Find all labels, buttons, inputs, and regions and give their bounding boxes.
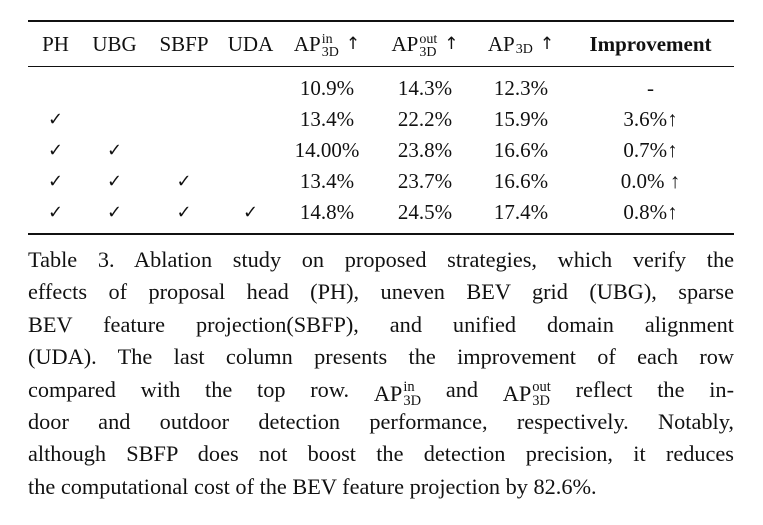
cell-uda — [222, 67, 279, 105]
caption-line: BEV feature projection(SBFP), and unifie… — [28, 311, 734, 337]
header-ap-in-sup: in — [321, 31, 333, 47]
cell-ap: 16.6% — [493, 169, 549, 193]
cell-ph: ✓ — [47, 108, 64, 130]
table-row: ✓ 13.4% 22.2% 15.9% 3.6%↑ — [28, 104, 734, 135]
cell-ap: 15.9% — [493, 107, 549, 131]
cell-ap-out: 14.3% — [397, 76, 453, 100]
ap-out-sup: out — [532, 379, 551, 395]
cell-ap-in: 10.9% — [299, 76, 355, 100]
header-ap-in: AP in 3D ↑ — [279, 21, 375, 67]
header-ap-out-sup: out — [419, 31, 438, 47]
table-row: 10.9% 14.3% 12.3% - — [28, 67, 734, 105]
cell-ap-out: 22.2% — [397, 107, 453, 131]
table-row: ✓ ✓ ✓ ✓ 14.8% 24.5% 17.4% 0.8%↑ — [28, 197, 734, 234]
cell-improvement: 0.8%↑ — [623, 200, 678, 224]
cell-improvement: - — [647, 76, 654, 100]
header-ubg: UBG — [92, 31, 137, 56]
caption-line: door and outdoor detection performance, … — [28, 408, 734, 434]
ap-out-sub: 3D — [532, 392, 551, 409]
table-row: ✓ ✓ ✓ 13.4% 23.7% 16.6% 0.0% ↑ — [28, 166, 734, 197]
header-ph: PH — [42, 31, 69, 56]
cell-ap-out: 24.5% — [397, 200, 453, 224]
cell-ap-out: 23.7% — [397, 169, 453, 193]
cell-ph: ✓ — [47, 139, 64, 161]
table-header-row: PH UBG SBFP UDA AP in 3D ↑ — [28, 21, 734, 67]
header-ap-out: AP out 3D ↑ — [375, 21, 475, 67]
cell-ap-in: 13.4% — [299, 169, 355, 193]
cell-ubg — [83, 104, 146, 135]
caption-text: and — [445, 376, 479, 402]
cell-sbfp — [146, 67, 222, 105]
header-ap-out-sub: 3D — [419, 45, 437, 60]
cell-uda — [222, 135, 279, 166]
table-row: ✓ ✓ 14.00% 23.8% 16.6% 0.7%↑ — [28, 135, 734, 166]
cell-ap: 16.6% — [493, 138, 549, 162]
cell-uda — [222, 104, 279, 135]
header-improvement: Improvement — [589, 31, 712, 56]
header-uda: UDA — [227, 31, 274, 56]
cell-ap: 12.3% — [493, 76, 549, 100]
ablation-table: PH UBG SBFP UDA AP in 3D ↑ — [28, 20, 734, 235]
header-ap: AP 3D ↑ — [475, 21, 567, 67]
caption-line: the computational cost of the BEV featur… — [28, 473, 597, 499]
caption-line: Table 3. Ablation study on proposed stra… — [28, 247, 734, 272]
cell-ph — [28, 67, 83, 105]
cell-sbfp — [146, 135, 222, 166]
cell-sbfp: ✓ — [176, 201, 192, 223]
header-ap-in-sub: 3D — [321, 45, 339, 60]
caption-line-with-math: compared with the top row. AP in 3D and … — [28, 374, 734, 408]
ap-in-sup: in — [403, 379, 415, 395]
cell-ubg: ✓ — [106, 170, 123, 192]
cell-sbfp — [146, 104, 222, 135]
cell-ap-out: 23.8% — [397, 138, 453, 162]
ap-out-symbol: AP out 3D — [503, 378, 551, 410]
caption-text: reflect the in- — [575, 376, 734, 402]
cell-ap-in: 14.8% — [299, 200, 355, 224]
cell-improvement: 0.0% ↑ — [620, 169, 681, 193]
ap-in-symbol: AP in 3D — [374, 378, 421, 410]
cell-uda — [222, 166, 279, 197]
cell-ap-in: 14.00% — [294, 138, 360, 162]
caption-line: although SBFP does not boost the detecti… — [28, 441, 734, 467]
cell-ap-in: 13.4% — [299, 107, 355, 131]
caption-text: compared with the top row. — [28, 376, 350, 402]
cell-uda: ✓ — [242, 201, 259, 223]
header-ap-out-main: AP — [391, 31, 419, 56]
header-ap-in-arrow-icon: ↑ — [345, 33, 361, 54]
ap-out-main: AP — [502, 380, 532, 406]
cell-sbfp: ✓ — [176, 170, 192, 192]
header-ap-in-main: AP — [293, 31, 321, 56]
cell-ph: ✓ — [47, 201, 64, 223]
cell-ph: ✓ — [47, 170, 64, 192]
cell-improvement: 3.6%↑ — [623, 107, 678, 131]
caption-line: (UDA). The last column presents the impr… — [28, 344, 734, 370]
header-sbfp: SBFP — [159, 31, 209, 56]
header-ap-out-arrow-icon: ↑ — [444, 33, 459, 54]
table-caption: Table 3. Ablation study on proposed stra… — [28, 244, 734, 503]
caption-line: effects of proposal head (PH), uneven BE… — [28, 279, 734, 305]
cell-ap: 17.4% — [493, 200, 549, 224]
ap-in-sub: 3D — [403, 392, 422, 409]
cell-ubg — [83, 67, 146, 105]
cell-improvement: 0.7%↑ — [623, 138, 678, 162]
header-ap-arrow-icon: ↑ — [539, 33, 555, 54]
ap-in-main: AP — [373, 380, 403, 406]
header-ap-sub: 3D — [515, 42, 533, 57]
header-ap-main: AP — [487, 31, 515, 56]
ablation-table-container: PH UBG SBFP UDA AP in 3D ↑ — [28, 20, 734, 235]
cell-ubg: ✓ — [106, 139, 123, 161]
cell-ubg: ✓ — [106, 201, 123, 223]
